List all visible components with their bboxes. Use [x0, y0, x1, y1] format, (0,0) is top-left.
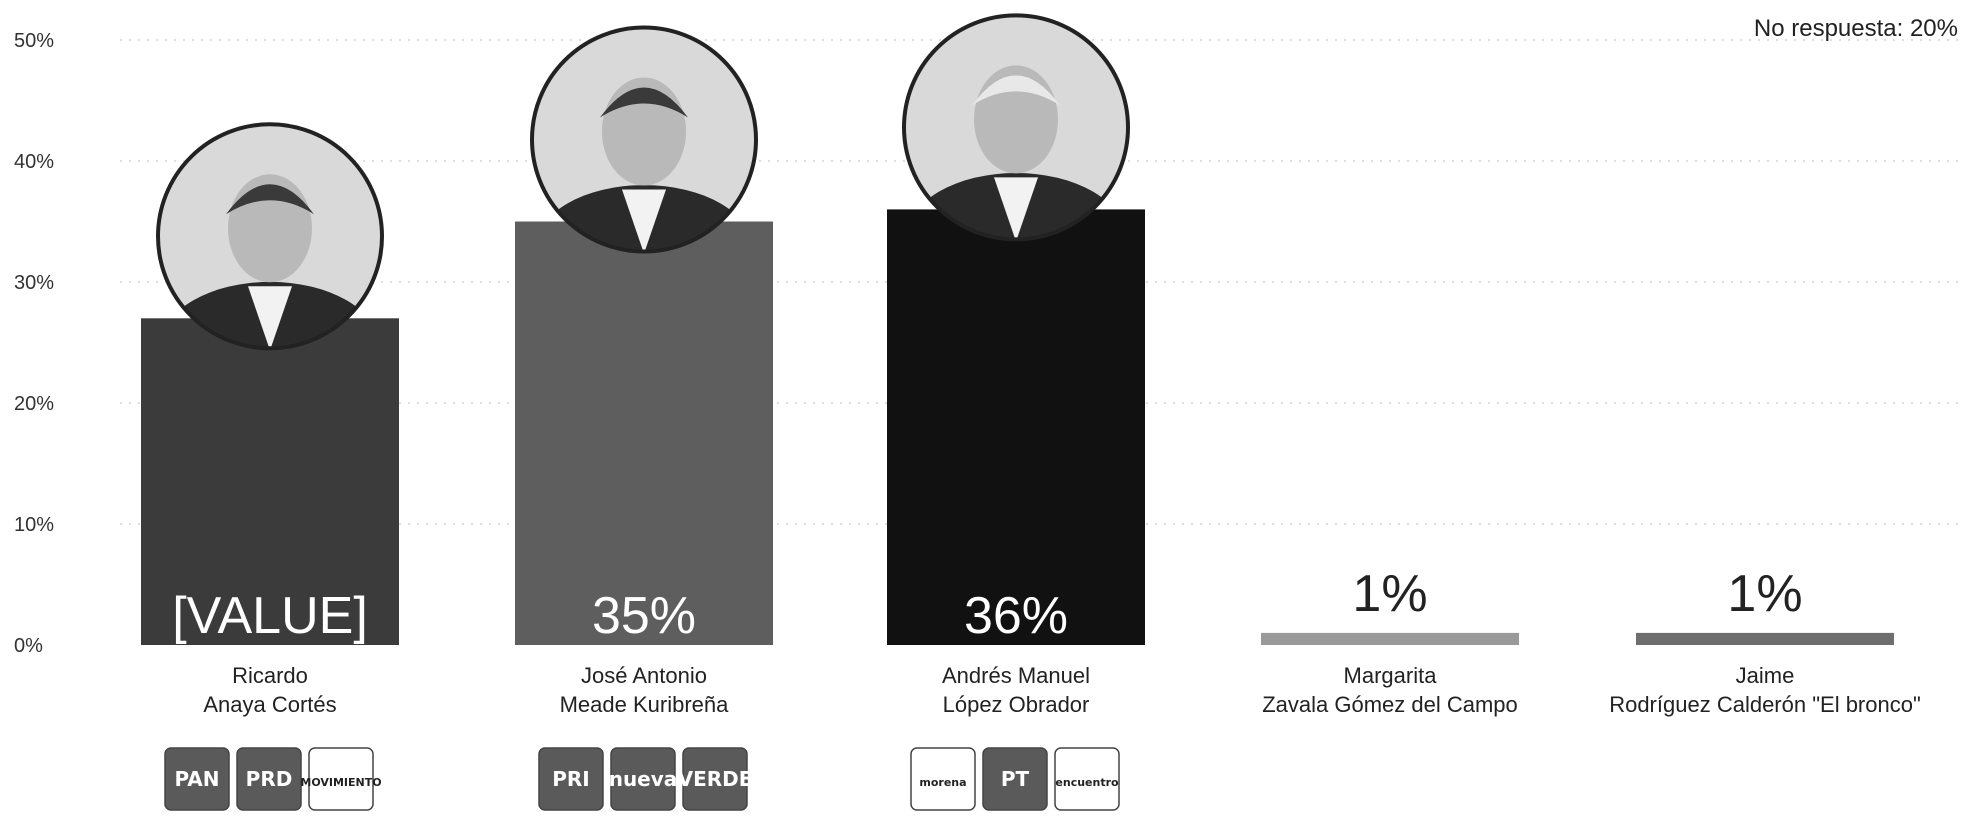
candidate-name-line2: López Obrador — [943, 692, 1090, 717]
y-tick-label: 30% — [14, 272, 54, 294]
party-logo-group: PAN PRD MOVIMIENTO — [164, 747, 382, 811]
data-labels: [VALUE] 35% 36% 1% 1% — [172, 565, 1802, 645]
bar — [887, 209, 1145, 645]
party-logo-text: encuentro — [1055, 776, 1119, 789]
y-tick-label: 10% — [14, 514, 54, 536]
party-logo-text: PAN — [174, 767, 219, 791]
party-logos: PAN PRD MOVIMIENTO PRI nueva VERDE morena PT enc… — [164, 747, 1120, 811]
photo-ring — [156, 122, 384, 351]
y-tick-label: 40% — [14, 151, 54, 173]
candidate-photo — [159, 125, 381, 348]
y-axis-ticks: 0% 10% 20% 30% 40% 50% — [14, 30, 54, 657]
candidate-name-line1: José Antonio — [581, 663, 707, 688]
bars — [141, 209, 1894, 645]
candidate-names: Ricardo Anaya Cortés José Antonio Meade Kur… — [203, 663, 1920, 717]
party-logo-text: VERDE — [678, 767, 753, 791]
party-logo — [164, 747, 230, 811]
candidate-name-line1: Jaime — [1736, 663, 1795, 688]
candidate-name-line1: Margarita — [1344, 663, 1438, 688]
party-logo-text: PT — [1001, 767, 1030, 791]
party-logo — [236, 747, 302, 811]
person-collar — [248, 286, 292, 348]
party-logo-text: nueva — [609, 767, 678, 791]
party-logo — [538, 747, 604, 811]
candidate-name-line2: Anaya Cortés — [203, 692, 336, 717]
data-label: 36% — [964, 587, 1068, 645]
party-logo-text: morena — [919, 776, 966, 789]
party-logo — [308, 747, 374, 811]
data-label: 35% — [592, 587, 696, 645]
photo-ring — [902, 13, 1130, 242]
party-logo — [982, 747, 1048, 811]
party-logo-text: PRD — [246, 767, 293, 791]
party-logo — [910, 747, 976, 811]
bar — [141, 318, 399, 645]
y-tick-label: 50% — [14, 30, 54, 52]
y-tick-label: 20% — [14, 393, 54, 415]
photo-ring — [530, 25, 758, 254]
data-label: 1% — [1352, 565, 1427, 623]
party-logo — [1054, 747, 1120, 811]
party-logo-text: PRI — [552, 767, 590, 791]
candidate-name-line2: Meade Kuribreña — [560, 692, 730, 717]
candidate-photo — [533, 28, 755, 251]
person-hair — [972, 75, 1060, 106]
y-tick-label: 0% — [14, 635, 43, 657]
candidate-photos — [156, 13, 1130, 351]
candidate-name-line2: Rodríguez Calderón "El bronco" — [1609, 692, 1921, 717]
candidate-name-line2: Zavala Gómez del Campo — [1262, 692, 1518, 717]
party-logo-group: PRI nueva VERDE — [538, 747, 753, 811]
party-logo — [682, 747, 748, 811]
bar — [515, 221, 773, 645]
bar — [1261, 632, 1519, 645]
candidate-name-line1: Ricardo — [232, 663, 308, 688]
person-hair — [226, 184, 314, 215]
candidate-photo — [905, 16, 1127, 239]
person-collar — [994, 177, 1038, 239]
bar — [1636, 632, 1894, 645]
no-response-note: No respuesta: 20% — [1754, 15, 1958, 42]
candidate-name-line1: Andrés Manuel — [942, 663, 1090, 688]
data-label: 1% — [1727, 565, 1802, 623]
party-logo-text: MOVIMIENTO — [300, 776, 381, 789]
person-collar — [622, 189, 666, 251]
party-logo-group: morena PT encuentro — [910, 747, 1120, 811]
person-hair — [600, 87, 688, 118]
data-label: [VALUE] — [172, 587, 368, 645]
party-logo — [610, 747, 676, 811]
